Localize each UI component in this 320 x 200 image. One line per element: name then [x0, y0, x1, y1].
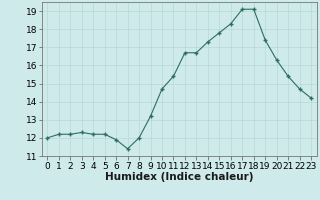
X-axis label: Humidex (Indice chaleur): Humidex (Indice chaleur) — [105, 172, 253, 182]
